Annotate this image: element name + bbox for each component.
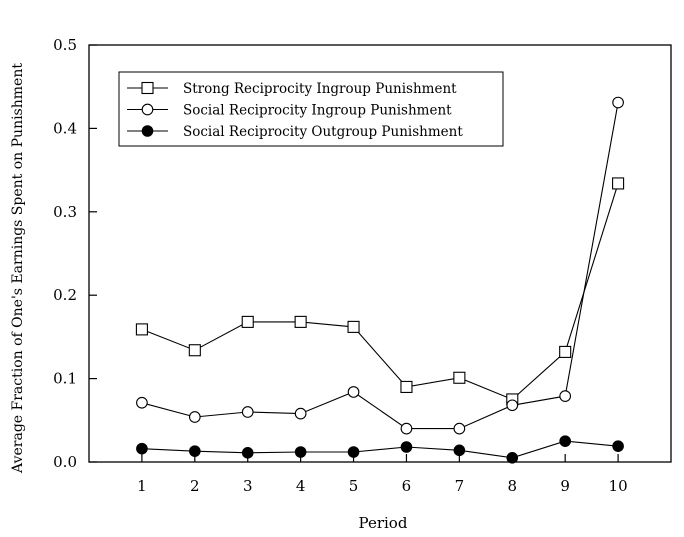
data-point — [294, 407, 307, 420]
x-tick-label: 9 — [560, 477, 570, 495]
y-tick-label: 0.4 — [53, 119, 77, 137]
series-3-markers — [136, 435, 624, 464]
x-tick-label: 4 — [296, 477, 306, 495]
series-line — [141, 440, 619, 459]
x-axis: 1 2 3 4 5 6 7 8 9 10 — [137, 454, 628, 495]
x-tick-label: 2 — [190, 477, 200, 495]
data-point — [189, 445, 201, 457]
series-line — [141, 183, 619, 401]
series-2-markers — [136, 96, 624, 435]
data-point — [453, 371, 466, 384]
data-point — [141, 125, 154, 137]
data-point — [612, 177, 625, 190]
y-tick-label: 0.2 — [53, 286, 77, 304]
x-tick-label: 10 — [609, 477, 628, 495]
data-point — [612, 440, 624, 452]
series-3 — [141, 440, 619, 459]
y-tick-label: 0.1 — [53, 370, 77, 388]
data-point — [559, 390, 572, 402]
data-point — [294, 446, 307, 458]
data-point — [453, 444, 466, 457]
data-point — [506, 399, 519, 412]
data-point — [506, 452, 519, 464]
data-point — [400, 380, 413, 393]
plot-frame — [88, 44, 672, 463]
y-tick-label: 0.5 — [53, 36, 77, 54]
data-point — [241, 315, 254, 328]
data-point — [400, 441, 413, 453]
legend-label: Social Reciprocity Ingroup Punishment — [183, 103, 452, 119]
legend-box — [118, 71, 504, 147]
legend-label: Strong Reciprocity Ingroup Punishment — [183, 81, 457, 97]
data-point — [453, 422, 466, 435]
x-tick-label: 6 — [402, 477, 412, 495]
data-point — [347, 386, 360, 398]
data-point — [241, 406, 254, 418]
x-axis-label: Period — [359, 514, 408, 532]
data-point — [559, 345, 572, 358]
data-point — [612, 96, 624, 109]
series-layer — [135, 96, 625, 464]
y-tick-label: 0.3 — [53, 203, 77, 221]
data-point — [294, 315, 307, 328]
data-point — [136, 396, 148, 409]
x-tick-label: 8 — [507, 477, 517, 495]
legend: Strong Reciprocity Ingroup Punishment Soc… — [118, 71, 504, 147]
data-point — [559, 435, 571, 447]
data-point — [400, 422, 413, 435]
x-tick-label: 3 — [243, 477, 253, 495]
series-line — [141, 102, 619, 430]
x-tick-label: 1 — [137, 477, 147, 495]
data-point — [141, 103, 154, 116]
data-point — [136, 442, 148, 455]
series-2 — [141, 102, 619, 430]
series-1 — [141, 183, 619, 401]
data-point — [347, 446, 360, 458]
data-point — [141, 81, 154, 95]
y-axis: 0.0 0.1 0.2 0.3 0.4 0.5 — [53, 36, 97, 471]
data-point — [241, 447, 254, 459]
legend-label: Social Reciprocity Outgroup Punishment — [183, 124, 463, 140]
data-point — [135, 323, 148, 336]
y-tick-label: 0.0 — [53, 453, 77, 471]
x-tick-label: 5 — [349, 477, 359, 495]
data-point — [188, 411, 201, 423]
series-1-markers — [135, 177, 625, 406]
data-point — [347, 320, 360, 333]
x-tick-label: 7 — [455, 477, 465, 495]
y-axis-label: Average Fraction of One's Earnings Spent… — [10, 63, 26, 474]
data-point — [188, 344, 201, 357]
